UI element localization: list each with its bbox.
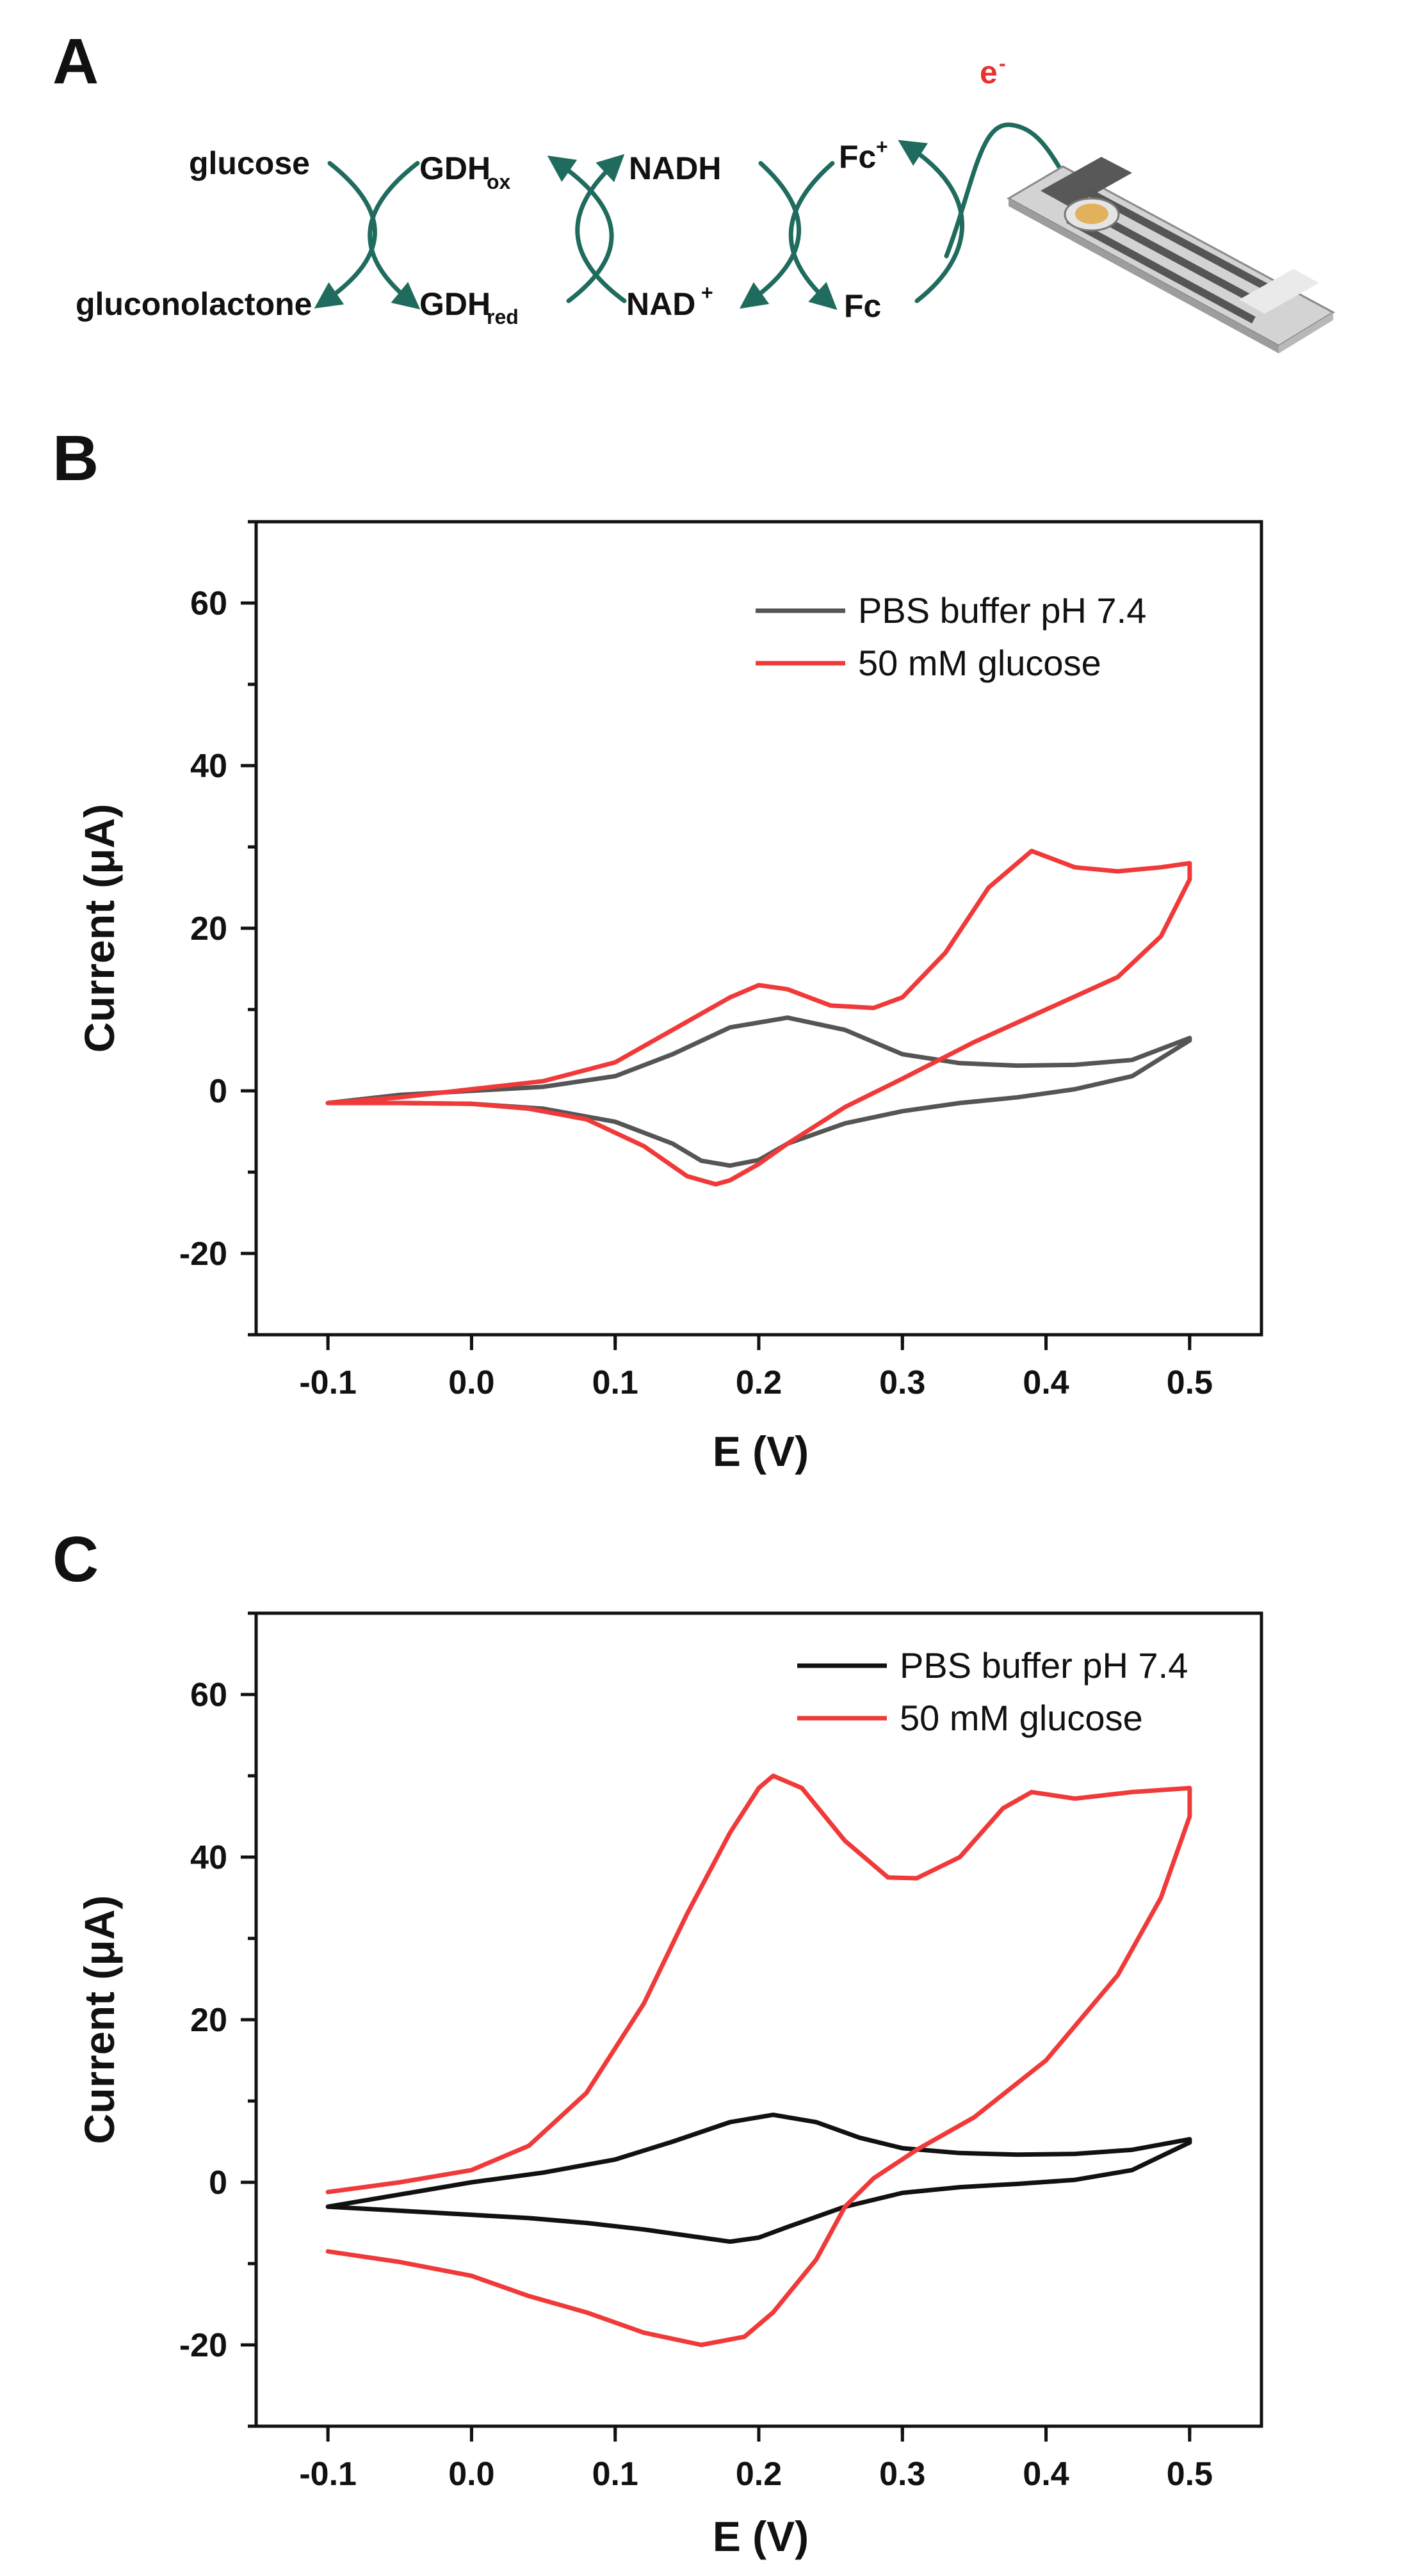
legend-b: PBS buffer pH 7.4 50 mM glucose (756, 590, 1146, 683)
chart-b: -0.1 0.0 0.1 0.2 0.3 0.4 0.5 -20 0 20 40 60 PBS buf… (76, 520, 1263, 1475)
label-nadh: NADH (629, 150, 721, 186)
label-gdh-red: GDH red (419, 286, 519, 328)
arrow-nadh-to-nad (739, 161, 801, 309)
label-gdh-ox-main: GDH (419, 150, 490, 186)
ytick-label-b-1: 0 (209, 1073, 227, 1110)
legend-b-label-pbs: PBS buffer pH 7.4 (858, 590, 1146, 631)
ytick-label-b-4: 60 (190, 585, 227, 622)
ytick-label-b-0: -20 (179, 1236, 227, 1273)
ylabel-b: Current (μA) (76, 804, 123, 1053)
chart-c: -0.1 0.0 0.1 0.2 0.3 0.4 0.5 -20 0 20 40 60 PBS buf… (76, 1611, 1263, 2560)
label-electron-main: e (980, 54, 998, 90)
xlabel-b: E (V) (713, 1428, 809, 1475)
electrode-strip-icon (1006, 157, 1336, 353)
arrow-nad-to-nadh (575, 154, 627, 303)
label-gdh-red-main: GDH (419, 286, 490, 322)
ylabel-c: Current (μA) (76, 1896, 123, 2145)
xtick-label-b-6: 0.5 (1167, 1364, 1213, 1401)
panel-a: A glucose gluconolactone GDH ox GDH red … (53, 26, 1336, 353)
label-glucose: glucose (189, 145, 310, 181)
label-gdh-ox-sub: ox (487, 170, 511, 193)
legend-c-label-pbs: PBS buffer pH 7.4 (900, 1645, 1188, 1686)
xtick-label-b-4: 0.3 (879, 1364, 925, 1401)
label-fc-plus-sup: + (876, 135, 888, 158)
ticks-c: -0.1 0.0 0.1 0.2 0.3 0.4 0.5 -20 0 20 40 60 (179, 1611, 1213, 2493)
legend-b-label-glucose: 50 mM glucose (858, 643, 1101, 683)
panel-letter-a: A (53, 26, 99, 97)
xtick-label-c-1: 0.0 (448, 2456, 494, 2493)
ytick-label-b-3: 40 (190, 748, 227, 785)
legend-c: PBS buffer pH 7.4 50 mM glucose (797, 1645, 1188, 1738)
panel-b: B -0.1 0.0 0.1 0.2 0.3 0.4 0.5 -20 0 20 40 60 PBS b… (53, 423, 1263, 1475)
arrow-fc-plus-to-fc (788, 161, 838, 310)
label-nad-sup: + (701, 281, 713, 304)
label-fc-plus: Fc + (839, 135, 888, 175)
xtick-label-c-5: 0.4 (1023, 2456, 1069, 2493)
plot-frame-b (254, 520, 1263, 1337)
label-nad-plus: NAD + (626, 281, 713, 322)
label-electron: e - (980, 52, 1006, 90)
ytick-label-c-1: 0 (209, 2164, 227, 2202)
arrow-fc-to-fc-plus (898, 140, 965, 303)
panel-c: C -0.1 0.0 0.1 0.2 0.3 0.4 0.5 -20 0 20 40 60 PBS b… (53, 1524, 1263, 2560)
arrow-glucose-to-gluconolactone (314, 161, 377, 309)
ytick-label-c-3: 40 (190, 1839, 227, 1876)
series-line-c-glucose (325, 1773, 1192, 2347)
ticks-b: -0.1 0.0 0.1 0.2 0.3 0.4 0.5 -20 0 20 40 60 (179, 520, 1213, 1401)
series-line-c-pbs (325, 2113, 1192, 2244)
xtick-label-c-4: 0.3 (879, 2456, 925, 2493)
ytick-label-c-0: -20 (179, 2327, 227, 2364)
xtick-label-b-1: 0.0 (448, 1364, 494, 1401)
xlabel-c: E (V) (713, 2513, 809, 2560)
label-fc: Fc (844, 288, 881, 324)
label-gdh-red-sub: red (487, 305, 519, 328)
xtick-label-c-2: 0.1 (592, 2456, 638, 2493)
arrow-gdh-red-to-gdh-ox (547, 156, 614, 303)
legend-c-label-glucose: 50 mM glucose (900, 1698, 1143, 1738)
xtick-label-c-0: -0.1 (299, 2456, 357, 2493)
arrow-gdh-ox-to-gdh-red (368, 161, 421, 310)
xtick-label-b-2: 0.1 (592, 1364, 638, 1401)
label-nad-main: NAD (626, 286, 695, 322)
ytick-label-c-2: 20 (190, 2002, 227, 2039)
series-line-b-pbs (325, 1015, 1192, 1168)
arrow-electron-to-electrode (944, 122, 1090, 259)
xtick-label-b-0: -0.1 (299, 1364, 357, 1401)
xtick-label-c-6: 0.5 (1167, 2456, 1213, 2493)
panel-letter-b: B (53, 423, 99, 494)
panel-letter-c: C (53, 1524, 99, 1595)
xtick-label-b-3: 0.2 (736, 1364, 782, 1401)
series-line-b-glucose (325, 848, 1192, 1187)
ytick-label-c-4: 60 (190, 1677, 227, 1714)
label-gdh-ox: GDH ox (419, 150, 511, 193)
series-b (325, 848, 1192, 1187)
xtick-label-c-3: 0.2 (736, 2456, 782, 2493)
xtick-label-b-5: 0.4 (1023, 1364, 1069, 1401)
series-c (325, 1773, 1192, 2347)
ytick-label-b-2: 20 (190, 910, 227, 947)
label-gluconolactone: gluconolactone (76, 286, 312, 322)
label-electron-sup: - (999, 52, 1006, 75)
label-fc-plus-main: Fc (839, 139, 876, 175)
